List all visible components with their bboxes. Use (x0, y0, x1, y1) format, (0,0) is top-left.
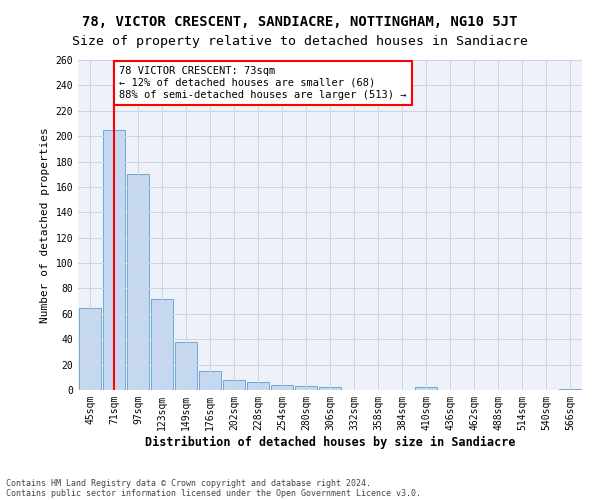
Bar (127, 174, 149, 390)
Text: Size of property relative to detached houses in Sandiacre: Size of property relative to detached ho… (72, 35, 528, 48)
X-axis label: Distribution of detached houses by size in Sandiacre: Distribution of detached houses by size … (145, 436, 515, 449)
Bar (271, 385, 293, 390)
Bar (79, 308, 101, 390)
Bar (199, 371, 221, 390)
Text: Contains HM Land Registry data © Crown copyright and database right 2024.: Contains HM Land Registry data © Crown c… (6, 478, 371, 488)
Bar (175, 342, 197, 390)
Bar (295, 386, 317, 390)
Bar (415, 388, 437, 390)
Bar (319, 388, 341, 390)
Y-axis label: Number of detached properties: Number of detached properties (40, 127, 50, 323)
Text: 78 VICTOR CRESCENT: 73sqm
← 12% of detached houses are smaller (68)
88% of semi-: 78 VICTOR CRESCENT: 73sqm ← 12% of detac… (119, 66, 406, 100)
Bar (151, 298, 173, 390)
Bar (247, 382, 269, 390)
Text: Contains public sector information licensed under the Open Government Licence v3: Contains public sector information licen… (6, 488, 421, 498)
Bar (223, 380, 245, 390)
Bar (103, 130, 125, 390)
Text: 78, VICTOR CRESCENT, SANDIACRE, NOTTINGHAM, NG10 5JT: 78, VICTOR CRESCENT, SANDIACRE, NOTTINGH… (82, 15, 518, 29)
Bar (559, 388, 581, 390)
